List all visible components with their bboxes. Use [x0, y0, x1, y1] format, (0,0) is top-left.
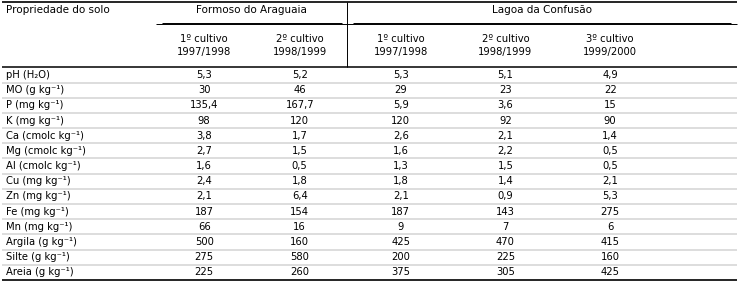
Text: 1,5: 1,5: [292, 146, 307, 156]
Text: 0,5: 0,5: [292, 161, 307, 171]
Text: 5,9: 5,9: [393, 100, 409, 110]
Text: 1º cultivo
1997/1998: 1º cultivo 1997/1998: [177, 34, 231, 58]
Text: Al (cmolᴄ kg⁻¹): Al (cmolᴄ kg⁻¹): [7, 161, 81, 171]
Text: 160: 160: [601, 252, 620, 262]
Text: 5,3: 5,3: [393, 70, 409, 80]
Text: 1,8: 1,8: [292, 176, 307, 186]
Text: 500: 500: [194, 237, 214, 247]
Text: 187: 187: [194, 207, 214, 217]
Text: Mg (cmolᴄ kg⁻¹): Mg (cmolᴄ kg⁻¹): [7, 146, 86, 156]
Text: Areia (g kg⁻¹): Areia (g kg⁻¹): [7, 267, 74, 277]
Text: 5,2: 5,2: [292, 70, 307, 80]
Text: 22: 22: [604, 85, 616, 95]
Text: 3,6: 3,6: [497, 100, 514, 110]
Text: MO (g kg⁻¹): MO (g kg⁻¹): [7, 85, 64, 95]
Text: K (mg kg⁻¹): K (mg kg⁻¹): [7, 116, 64, 125]
Text: 9: 9: [398, 222, 404, 232]
Text: 225: 225: [194, 267, 214, 277]
Text: 2,1: 2,1: [393, 191, 409, 201]
Text: 5,3: 5,3: [197, 70, 212, 80]
Text: 1º cultivo
1997/1998: 1º cultivo 1997/1998: [374, 34, 428, 58]
Text: 1,6: 1,6: [393, 146, 409, 156]
Text: Fe (mg kg⁻¹): Fe (mg kg⁻¹): [7, 207, 69, 217]
Text: Argila (g kg⁻¹): Argila (g kg⁻¹): [7, 237, 78, 247]
Text: 2º cultivo
1998/1999: 2º cultivo 1998/1999: [273, 34, 327, 58]
Text: 15: 15: [604, 100, 616, 110]
Text: 5,3: 5,3: [602, 191, 618, 201]
Text: 2,2: 2,2: [497, 146, 514, 156]
Text: 305: 305: [496, 267, 515, 277]
Text: 1,4: 1,4: [497, 176, 514, 186]
Text: 1,4: 1,4: [602, 131, 618, 141]
Text: 200: 200: [391, 252, 410, 262]
Text: 6: 6: [607, 222, 613, 232]
Text: 29: 29: [395, 85, 407, 95]
Text: 2,4: 2,4: [197, 176, 212, 186]
Text: 90: 90: [604, 116, 616, 125]
Text: 2º cultivo
1998/1999: 2º cultivo 1998/1999: [478, 34, 533, 58]
Text: 16: 16: [293, 222, 306, 232]
Text: 2,1: 2,1: [197, 191, 212, 201]
Text: 98: 98: [198, 116, 211, 125]
Text: Lagoa da Confusão: Lagoa da Confusão: [492, 5, 592, 16]
Text: Mn (mg kg⁻¹): Mn (mg kg⁻¹): [7, 222, 73, 232]
Text: 135,4: 135,4: [190, 100, 218, 110]
Text: 4,9: 4,9: [602, 70, 618, 80]
Text: 275: 275: [194, 252, 214, 262]
Text: 1,3: 1,3: [393, 161, 409, 171]
Text: 2,1: 2,1: [497, 131, 514, 141]
Text: 2,1: 2,1: [602, 176, 618, 186]
Text: 6,4: 6,4: [292, 191, 307, 201]
Text: 66: 66: [198, 222, 211, 232]
Text: 7: 7: [503, 222, 508, 232]
Text: 46: 46: [293, 85, 306, 95]
Text: Silte (g kg⁻¹): Silte (g kg⁻¹): [7, 252, 70, 262]
Text: 23: 23: [499, 85, 511, 95]
Text: 1,5: 1,5: [497, 161, 514, 171]
Text: 30: 30: [198, 85, 211, 95]
Text: 2,7: 2,7: [197, 146, 212, 156]
Text: 92: 92: [499, 116, 512, 125]
Text: 415: 415: [601, 237, 620, 247]
Text: 0,9: 0,9: [497, 191, 514, 201]
Text: 1,6: 1,6: [197, 161, 212, 171]
Text: 375: 375: [391, 267, 410, 277]
Text: 3,8: 3,8: [197, 131, 212, 141]
Text: 187: 187: [391, 207, 410, 217]
Text: 580: 580: [290, 252, 309, 262]
Text: 470: 470: [496, 237, 515, 247]
Text: Ca (cmolᴄ kg⁻¹): Ca (cmolᴄ kg⁻¹): [7, 131, 84, 141]
Text: 425: 425: [391, 237, 410, 247]
Text: 3º cultivo
1999/2000: 3º cultivo 1999/2000: [583, 34, 637, 58]
Text: Cu (mg kg⁻¹): Cu (mg kg⁻¹): [7, 176, 71, 186]
Text: 0,5: 0,5: [602, 146, 618, 156]
Text: 154: 154: [290, 207, 309, 217]
Text: 160: 160: [290, 237, 309, 247]
Text: 260: 260: [290, 267, 309, 277]
Text: Zn (mg kg⁻¹): Zn (mg kg⁻¹): [7, 191, 71, 201]
Text: 120: 120: [391, 116, 410, 125]
Text: 120: 120: [290, 116, 309, 125]
Text: Formoso do Araguaia: Formoso do Araguaia: [197, 5, 307, 16]
Text: 2,6: 2,6: [393, 131, 409, 141]
Text: 5,1: 5,1: [497, 70, 514, 80]
Text: 1,8: 1,8: [393, 176, 409, 186]
Text: 143: 143: [496, 207, 515, 217]
Text: P (mg kg⁻¹): P (mg kg⁻¹): [7, 100, 64, 110]
Text: 0,5: 0,5: [602, 161, 618, 171]
Text: pH (H₂O): pH (H₂O): [7, 70, 50, 80]
Text: Propriedade do solo: Propriedade do solo: [7, 5, 110, 16]
Text: 225: 225: [496, 252, 515, 262]
Text: 275: 275: [601, 207, 620, 217]
Text: 425: 425: [601, 267, 620, 277]
Text: 167,7: 167,7: [285, 100, 314, 110]
Text: 1,7: 1,7: [292, 131, 307, 141]
